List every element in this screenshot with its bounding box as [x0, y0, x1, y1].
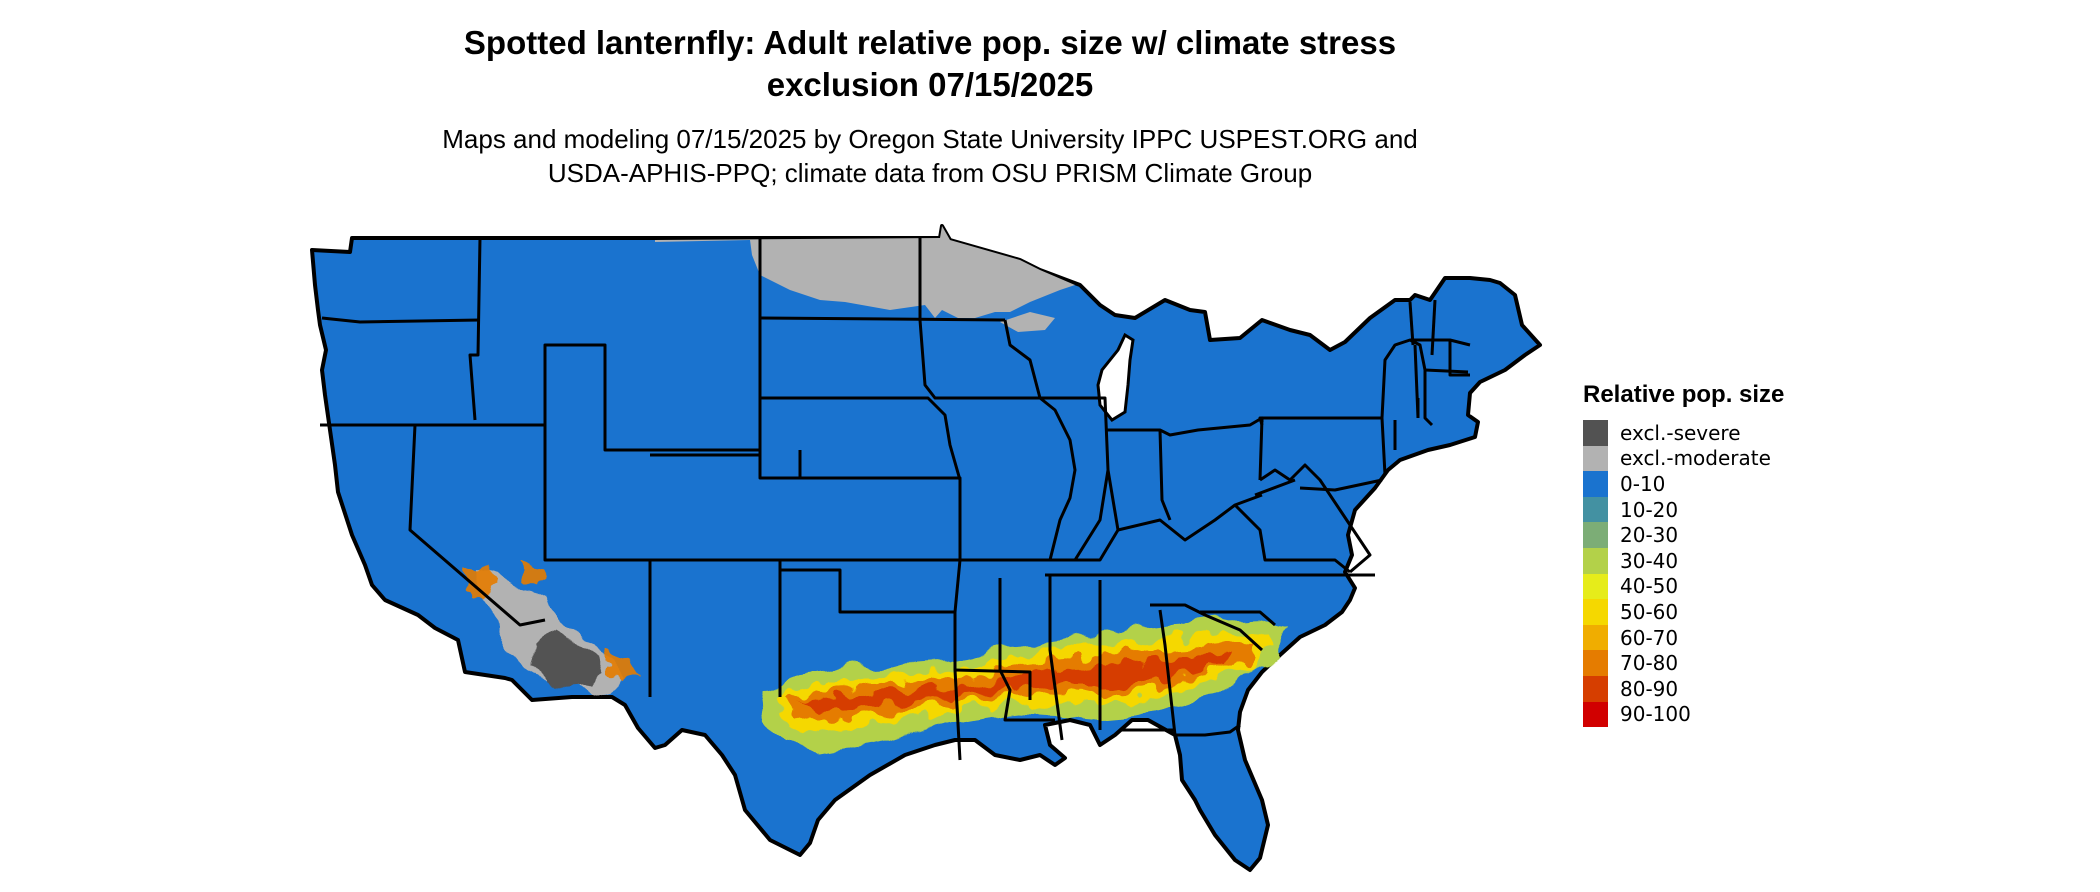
map-title-line-1: Spotted lanternfly: Adult relative pop. …	[463, 24, 1397, 61]
legend-label: 20-30	[1620, 523, 1679, 548]
map-subtitle-line-1: Maps and modeling 07/15/2025 by Oregon S…	[442, 124, 1418, 154]
legend-items: excl.-severe excl.-moderate 0-10 10-20 20-30…	[1583, 420, 1784, 728]
legend-label: 90-100	[1620, 702, 1691, 727]
legend-label: 10-20	[1620, 497, 1679, 522]
map-title: Spotted lanternfly: Adult relative pop. …	[300, 22, 1560, 106]
legend-swatch	[1583, 496, 1608, 523]
legend-title: Relative pop. size	[1583, 381, 1785, 408]
legend-swatch	[1583, 522, 1608, 548]
legend-label: 40-50	[1620, 574, 1679, 599]
legend-swatch	[1583, 701, 1608, 728]
legend-item: 0-10	[1583, 471, 1784, 497]
legend-swatch	[1583, 445, 1608, 472]
legend-item: 30-40	[1583, 547, 1784, 574]
legend-item: 70-80	[1583, 650, 1784, 676]
legend-swatch	[1583, 471, 1608, 497]
legend-label: excl.-moderate	[1620, 446, 1771, 471]
legend-label: 80-90	[1620, 676, 1679, 701]
southern-suitability-belt	[760, 618, 1290, 752]
legend-label: excl.-severe	[1620, 420, 1741, 445]
legend-label: 0-10	[1620, 471, 1666, 496]
legend-swatch	[1583, 573, 1608, 600]
lake-michigan	[1096, 332, 1135, 422]
legend-item: 80-90	[1583, 675, 1784, 702]
southwest-warm-zone	[465, 560, 640, 682]
map-subtitle: Maps and modeling 07/15/2025 by Oregon S…	[300, 122, 1560, 190]
legend-label: 30-40	[1620, 548, 1679, 573]
legend: Relative pop. size excl.-severe excl.-mod…	[1583, 380, 1785, 728]
legend-swatch	[1583, 599, 1608, 625]
legend-item: excl.-severe	[1583, 420, 1784, 446]
legend-swatch	[1583, 547, 1608, 574]
legend-item: 90-100	[1583, 701, 1784, 728]
legend-item: 50-60	[1583, 599, 1784, 625]
legend-label: 70-80	[1620, 651, 1679, 676]
legend-swatch	[1583, 420, 1608, 446]
legend-swatch	[1583, 675, 1608, 702]
legend-item: excl.-moderate	[1583, 445, 1784, 472]
legend-item: 20-30	[1583, 522, 1784, 548]
legend-label: 60-70	[1620, 625, 1679, 650]
legend-swatch	[1583, 624, 1608, 651]
map-title-line-2: exclusion 07/15/2025	[766, 66, 1094, 103]
state-borders	[320, 237, 1471, 761]
legend-item: 60-70	[1583, 624, 1784, 651]
southwest-severe-exclusion	[532, 630, 605, 690]
legend-label: 50-60	[1620, 599, 1679, 624]
us-landmass	[310, 224, 1542, 872]
legend-swatch	[1583, 650, 1608, 676]
legend-item: 10-20	[1583, 496, 1784, 523]
legend-item: 40-50	[1583, 573, 1784, 600]
map-subtitle-line-2: USDA-APHIS-PPQ; climate data from OSU PR…	[547, 158, 1313, 188]
wisconsin-exclusion-patch	[1000, 312, 1055, 332]
